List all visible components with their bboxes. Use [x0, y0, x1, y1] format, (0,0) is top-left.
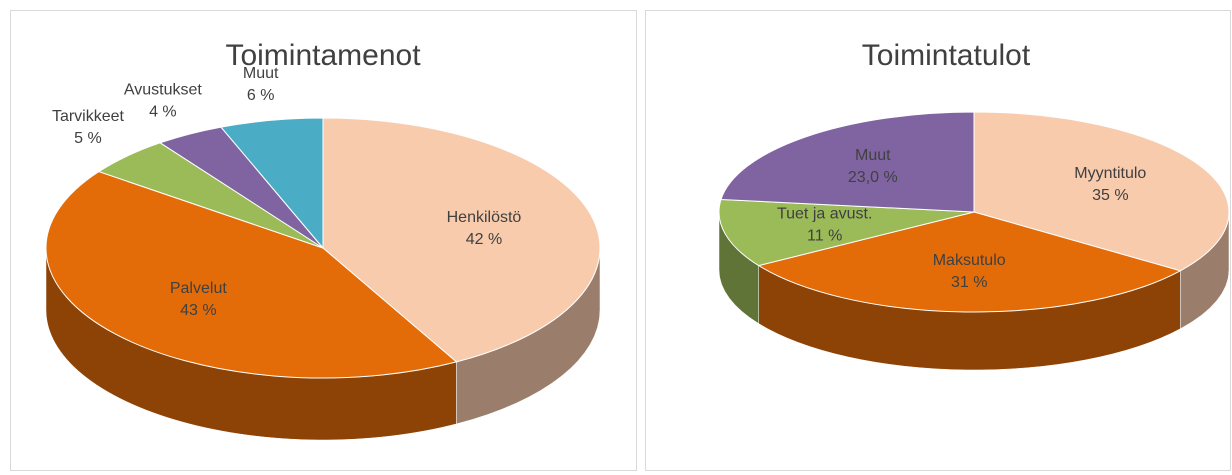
pie-slice	[220, 117, 324, 250]
value-label: 23,0 %	[848, 169, 898, 186]
slice-label: Henkilöstö	[447, 209, 522, 226]
slice-label: Palvelut	[170, 280, 227, 297]
value-label: 6 %	[247, 87, 275, 104]
value-label: 43 %	[180, 302, 216, 319]
slice-label: Tuet ja avust.	[777, 205, 872, 222]
pie-slice	[757, 211, 1182, 313]
pie-slice	[973, 111, 1230, 272]
slice-label: Maksutulo	[933, 252, 1006, 269]
value-label: 35 %	[1092, 187, 1128, 204]
value-label: 11 %	[807, 227, 842, 244]
slice-label: Muut	[855, 147, 891, 164]
slice-label: Avustukset	[124, 82, 203, 99]
value-label: 4 %	[149, 104, 177, 121]
pie-slice	[322, 117, 601, 363]
slice-label: Tarvikkeet	[52, 108, 125, 125]
chart-title: Toimintamenot	[225, 39, 421, 72]
pie-slice	[45, 171, 458, 379]
pie-slice	[720, 111, 975, 213]
slice-label: Myyntitulo	[1074, 165, 1146, 182]
value-label: 31 %	[951, 274, 987, 291]
chart-title: Toimintatulot	[862, 39, 1031, 72]
pie-slice	[718, 198, 975, 267]
value-label: 42 %	[466, 231, 502, 248]
slice-label: Muut	[243, 65, 279, 82]
value-label: 5 %	[74, 130, 102, 147]
